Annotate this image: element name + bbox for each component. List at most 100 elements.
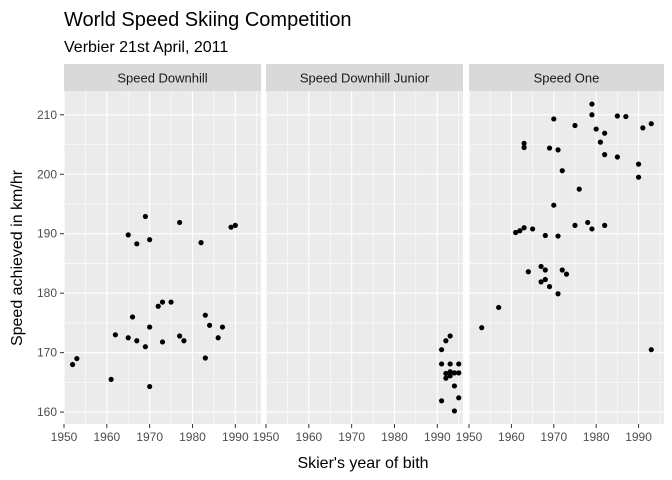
- data-point: [572, 122, 578, 129]
- data-point: [602, 130, 608, 136]
- data-point: [572, 222, 578, 228]
- data-point: [74, 355, 80, 362]
- data-point: [447, 369, 453, 375]
- data-point: [451, 383, 458, 389]
- data-point: [479, 325, 485, 331]
- data-point: [202, 355, 208, 361]
- data-point: [198, 240, 204, 246]
- data-point: [538, 263, 544, 270]
- x-tick-label: 1950: [51, 430, 78, 444]
- data-point: [129, 314, 136, 320]
- data-point: [635, 161, 642, 167]
- data-point: [181, 338, 187, 344]
- data-point: [125, 232, 131, 238]
- y-tick-label: 190: [37, 227, 57, 241]
- x-tick-label: 1970: [338, 430, 365, 444]
- facet-panel: Speed Downhill Junior 1950 1960 1970 1980 199…: [253, 64, 463, 444]
- data-point: [451, 370, 458, 376]
- data-point: [542, 232, 548, 239]
- data-point: [589, 101, 595, 107]
- data-point: [168, 299, 174, 305]
- data-point: [589, 112, 595, 118]
- data-point: [215, 335, 221, 341]
- data-point: [555, 291, 561, 297]
- data-point: [142, 344, 148, 350]
- panel-background: [469, 91, 664, 424]
- data-point: [147, 237, 153, 243]
- facet-strip: [469, 64, 664, 91]
- data-point: [438, 361, 445, 367]
- data-point: [576, 186, 582, 192]
- data-point: [602, 152, 608, 158]
- data-point: [112, 332, 118, 338]
- data-point: [614, 113, 620, 119]
- data-point: [589, 226, 595, 232]
- y-tick-label: 180: [37, 286, 57, 300]
- x-tick-label: 1980: [381, 430, 408, 444]
- x-tick-label: 1950: [456, 430, 483, 444]
- data-point: [559, 168, 565, 174]
- data-point: [447, 333, 453, 339]
- data-point: [529, 226, 536, 232]
- data-point: [177, 333, 183, 339]
- x-tick-label: 1990: [625, 430, 652, 444]
- x-tick-label: 1950: [253, 430, 280, 444]
- data-point: [640, 125, 646, 131]
- data-point: [555, 147, 561, 153]
- y-tick-label: 210: [37, 108, 57, 122]
- data-point: [125, 335, 131, 341]
- data-point: [456, 370, 462, 376]
- data-point: [602, 222, 608, 228]
- data-point: [456, 395, 462, 401]
- data-point: [559, 267, 565, 273]
- data-point: [546, 145, 553, 151]
- data-point: [447, 361, 453, 367]
- x-tick-label: 1990: [222, 430, 249, 444]
- data-point: [202, 312, 208, 318]
- data-point: [443, 370, 449, 377]
- data-point: [443, 338, 449, 344]
- data-point: [517, 228, 523, 234]
- data-point: [456, 361, 462, 367]
- data-point: [648, 121, 654, 127]
- data-point: [232, 222, 238, 228]
- data-point: [447, 373, 453, 379]
- x-tick-label: 1980: [179, 430, 206, 444]
- data-point: [438, 398, 445, 404]
- data-point: [597, 139, 604, 145]
- data-point: [219, 324, 226, 330]
- data-point: [134, 338, 140, 344]
- data-point: [521, 140, 527, 146]
- data-point: [521, 225, 527, 231]
- data-point: [525, 269, 531, 275]
- data-point: [614, 154, 620, 160]
- data-point: [542, 267, 548, 273]
- data-point: [496, 304, 502, 311]
- facet-strip: [266, 64, 463, 91]
- data-point: [134, 241, 140, 247]
- data-point: [207, 322, 213, 328]
- y-axis: 160 170 180 190 200 210: [37, 108, 64, 419]
- y-tick-label: 160: [37, 405, 57, 419]
- data-point: [546, 284, 553, 290]
- x-tick-label: 1980: [583, 430, 610, 444]
- data-point: [623, 113, 629, 120]
- x-tick-label: 1970: [540, 430, 567, 444]
- facet-strip-label: Speed Downhill Junior: [300, 71, 430, 86]
- data-point: [155, 303, 161, 309]
- data-point: [551, 202, 557, 208]
- y-tick-label: 200: [37, 167, 57, 181]
- facet-strip: [64, 64, 261, 91]
- facet-strip-label: Speed Downhill: [117, 71, 207, 86]
- data-point: [147, 324, 153, 330]
- data-point: [551, 116, 557, 122]
- data-point: [521, 144, 527, 151]
- data-point: [585, 219, 591, 226]
- y-tick-label: 170: [37, 346, 57, 360]
- x-tick-label: 1960: [498, 430, 525, 444]
- data-point: [563, 271, 570, 277]
- data-point: [513, 229, 519, 236]
- x-axis-title: Skier's year of bith: [297, 455, 428, 472]
